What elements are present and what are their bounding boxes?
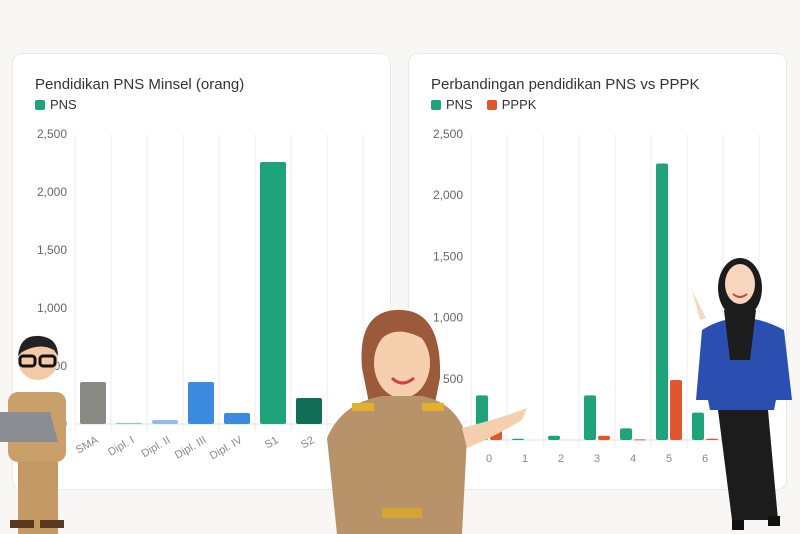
bar-pns (692, 412, 704, 440)
x-tick-label: SMA (74, 434, 101, 457)
x-tick-label: Dipl. III (173, 434, 209, 462)
x-tick-label: 0 (486, 453, 492, 465)
x-tick-label: 5 (666, 453, 672, 465)
x-tick-label: S2 (299, 434, 317, 451)
chart-legend: PNS (35, 97, 77, 112)
y-tick-label: 2,500 (37, 127, 67, 141)
legend-swatch (35, 99, 45, 110)
x-tick-label: Dipl. IV (208, 434, 245, 462)
legend-label: PPPK (501, 97, 537, 112)
bar-pns (620, 428, 632, 440)
chart-card-pns-education: Pendidikan PNS Minsel (orang) PNS 05001,… (12, 53, 391, 490)
y-tick-label: 1,500 (37, 243, 67, 257)
x-tick-label: 3 (594, 453, 600, 465)
y-tick-label: 2,500 (433, 127, 463, 141)
bar-pppk (634, 439, 646, 441)
y-tick-label: 1,000 (433, 311, 463, 325)
x-tick-label: 1 (522, 453, 528, 465)
bar-pppk (670, 380, 682, 440)
chart-title: Perbandingan pendidikan PNS vs PPPK (431, 76, 700, 93)
bar-pppk (706, 438, 718, 440)
bar-pppk (598, 435, 610, 440)
x-tick-label: Dipl. I (106, 434, 136, 458)
bar (152, 419, 178, 424)
legend-label: PNS (50, 97, 77, 112)
chart-legend: PNS PPPK (431, 97, 536, 112)
x-tick-label: Dipl. II (139, 434, 172, 460)
legend-swatch (486, 99, 497, 110)
x-tick-label: 2 (558, 453, 564, 465)
y-tick-label: 500 (443, 372, 463, 386)
batik-woman-illustration (692, 258, 792, 530)
legend-item-pppk[interactable]: PPPK (486, 97, 537, 112)
bar (260, 161, 286, 424)
y-tick-label: 2,000 (37, 185, 67, 199)
civil-servant-man-illustration (0, 335, 66, 534)
bar-pns (512, 438, 524, 440)
bar (188, 382, 214, 424)
y-tick-label: 1,500 (433, 249, 463, 263)
bar (116, 422, 142, 424)
bar-pns (656, 163, 668, 440)
bar (80, 382, 106, 424)
bar (224, 412, 250, 424)
chart-title: Pendidikan PNS Minsel (orang) (35, 76, 245, 93)
legend-swatch (431, 99, 441, 110)
bar-pns (584, 395, 596, 440)
x-tick-label: S1 (263, 434, 281, 451)
legend-item-pns[interactable]: PNS (431, 97, 473, 112)
bar-pns (548, 435, 560, 440)
x-tick-label: 4 (630, 453, 636, 465)
civil-servant-woman-illustration (327, 309, 527, 534)
bar (296, 398, 322, 424)
legend-item-pns[interactable]: PNS (35, 97, 77, 112)
legend-label: PNS (446, 97, 473, 112)
y-tick-label: 2,000 (433, 188, 463, 202)
y-tick-label: 1,000 (37, 301, 67, 315)
x-tick-label: 6 (702, 453, 708, 465)
